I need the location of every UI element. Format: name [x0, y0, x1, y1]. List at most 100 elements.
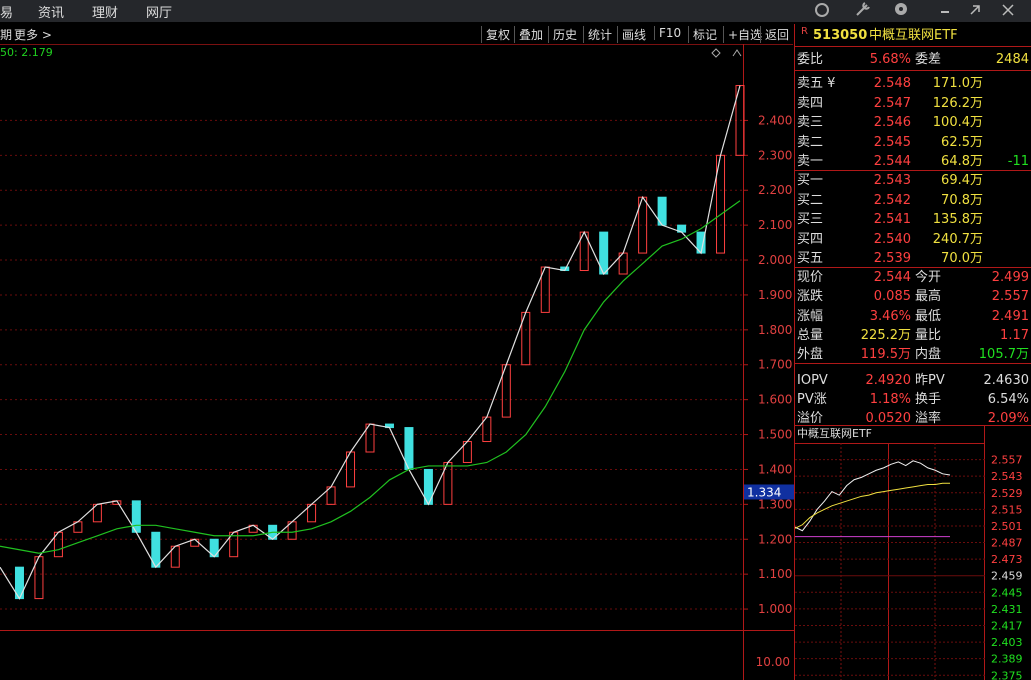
kline-chart: 10.00 1.000 1.100 1.200 1.300 1.400 1.500 1.60…: [0, 24, 795, 680]
field-label: 委比: [797, 52, 824, 67]
stat-value: 2.557: [991, 289, 1029, 305]
y-tick-label: 2.557: [991, 454, 1023, 467]
separator: [795, 70, 1031, 71]
menu-item[interactable]: 理财: [92, 6, 119, 21]
stat-value: 2.491: [991, 308, 1029, 324]
stat-label: IOPV: [797, 372, 828, 388]
close-icon[interactable]: [1002, 4, 1014, 16]
intraday-title: 中概互联网ETF: [797, 427, 872, 440]
y-tick-label: 1.100: [758, 567, 792, 581]
stat-value: 0.0520: [865, 411, 912, 427]
more-button[interactable]: 更多 >: [14, 28, 52, 42]
bid-volume: 135.8万: [932, 212, 983, 227]
ask-label: 卖三: [797, 115, 824, 130]
diamond-icon[interactable]: [711, 48, 721, 58]
ask-price: 2.545: [873, 134, 911, 150]
stat-value: 2.4920: [865, 372, 912, 388]
cursor-label: 1.334: [747, 485, 781, 499]
toolbar-button[interactable]: 复权: [481, 26, 514, 43]
y-tick-label: 2.487: [991, 537, 1023, 550]
bid-price: 2.542: [873, 192, 911, 208]
bid-label: 买三: [797, 212, 824, 227]
stat-value: 0.085: [873, 289, 911, 305]
ma-line: [0, 200, 741, 554]
y-tick-label: 1.800: [758, 323, 792, 337]
headset-icon[interactable]: [815, 3, 829, 17]
y-tick-label: 1.500: [758, 428, 792, 442]
stat-value: 105.7万: [978, 347, 1029, 363]
y-tick-label: 2.000: [758, 253, 792, 267]
settings-icon-hole: [899, 7, 903, 11]
toolbar-button[interactable]: F10: [654, 26, 685, 40]
field-value: 5.68%: [869, 52, 911, 67]
ask-price: 2.544: [873, 154, 911, 169]
menu-bar: 易 资讯 理财 网厅: [0, 0, 1031, 22]
bid-label: 买二: [797, 192, 824, 208]
volume-tick-label: 10.00: [756, 655, 790, 669]
stat-value: 119.5万: [860, 347, 911, 363]
stat-label: 溢价: [797, 411, 824, 427]
bid-label: 买一: [797, 173, 824, 188]
stat-label: 今开: [915, 270, 942, 285]
separator: [795, 363, 1031, 364]
stat-label: 现价: [797, 270, 824, 285]
bid-price: 2.539: [873, 251, 911, 266]
stat-value: 6.54%: [987, 391, 1029, 407]
stat-label: PV涨: [797, 391, 827, 407]
up-icon[interactable]: [732, 49, 742, 57]
cursor-box: [744, 484, 794, 500]
y-tick-label: 1.300: [758, 497, 792, 511]
stat-value: 3.46%: [869, 308, 911, 324]
stat-value: 2.499: [991, 270, 1029, 285]
price-line: [0, 85, 741, 600]
y-tick-label: 1.400: [758, 462, 792, 476]
ask-price: 2.546: [873, 115, 911, 130]
field-value: 2484: [995, 52, 1029, 67]
y-tick-label: 2.473: [991, 553, 1023, 566]
stat-value: 1.18%: [869, 391, 911, 407]
toolbar-button[interactable]: 标记: [688, 26, 721, 43]
y-tick-label: 2.200: [758, 183, 792, 197]
badge: R: [801, 26, 808, 37]
y-tick-label: 2.431: [991, 603, 1023, 616]
stat-value: 2.544: [873, 270, 911, 285]
bid-label: 买四: [797, 231, 824, 247]
stat-label: 外盘: [797, 347, 824, 363]
ask-label: 卖一: [797, 154, 824, 169]
y-tick-label: 2.417: [991, 619, 1023, 632]
price-line: [795, 460, 951, 532]
y-tick-label: 1.700: [758, 358, 792, 372]
stat-value: 225.2万: [860, 327, 911, 343]
toolbar-button[interactable]: 历史: [548, 26, 581, 43]
menu-item[interactable]: 资讯: [38, 6, 65, 21]
period-label[interactable]: 期: [0, 28, 13, 42]
toolbar-button[interactable]: 返回: [760, 26, 793, 43]
y-tick-label: 2.515: [991, 503, 1023, 516]
stat-label: 量比: [915, 327, 942, 343]
bid-price: 2.541: [873, 212, 911, 227]
ask-volume: 171.0万: [932, 76, 983, 91]
wrench-icon[interactable]: [856, 2, 870, 16]
ask-volume: 100.4万: [932, 115, 983, 130]
y-tick-label: 2.403: [991, 636, 1023, 649]
toolbar-button[interactable]: 统计: [583, 26, 616, 43]
y-tick-label: 2.375: [991, 669, 1023, 680]
toolbar-button[interactable]: +自选: [723, 26, 766, 43]
y-tick-label: 2.445: [991, 586, 1023, 599]
y-tick-label: 2.501: [991, 520, 1023, 533]
y-tick-label: 2.543: [991, 470, 1023, 483]
y-tick-label: 1.000: [758, 602, 792, 616]
toolbar-button[interactable]: 画线: [617, 26, 650, 43]
separator: [795, 46, 1031, 47]
stat-label: 总量: [797, 327, 824, 343]
menu-item[interactable]: 易: [0, 6, 14, 21]
toolbar-button[interactable]: 叠加: [514, 26, 547, 43]
avg-line: [795, 482, 950, 529]
y-tick-label: 2.100: [758, 218, 792, 232]
restore-icon[interactable]: [970, 5, 980, 15]
stat-label: 换手: [915, 391, 942, 407]
indicator-text: 50: 2.179: [0, 46, 53, 59]
menu-item[interactable]: 网厅: [146, 6, 173, 21]
ask-label: 卖四: [797, 95, 824, 111]
y-tick-label: 1.900: [758, 288, 792, 302]
